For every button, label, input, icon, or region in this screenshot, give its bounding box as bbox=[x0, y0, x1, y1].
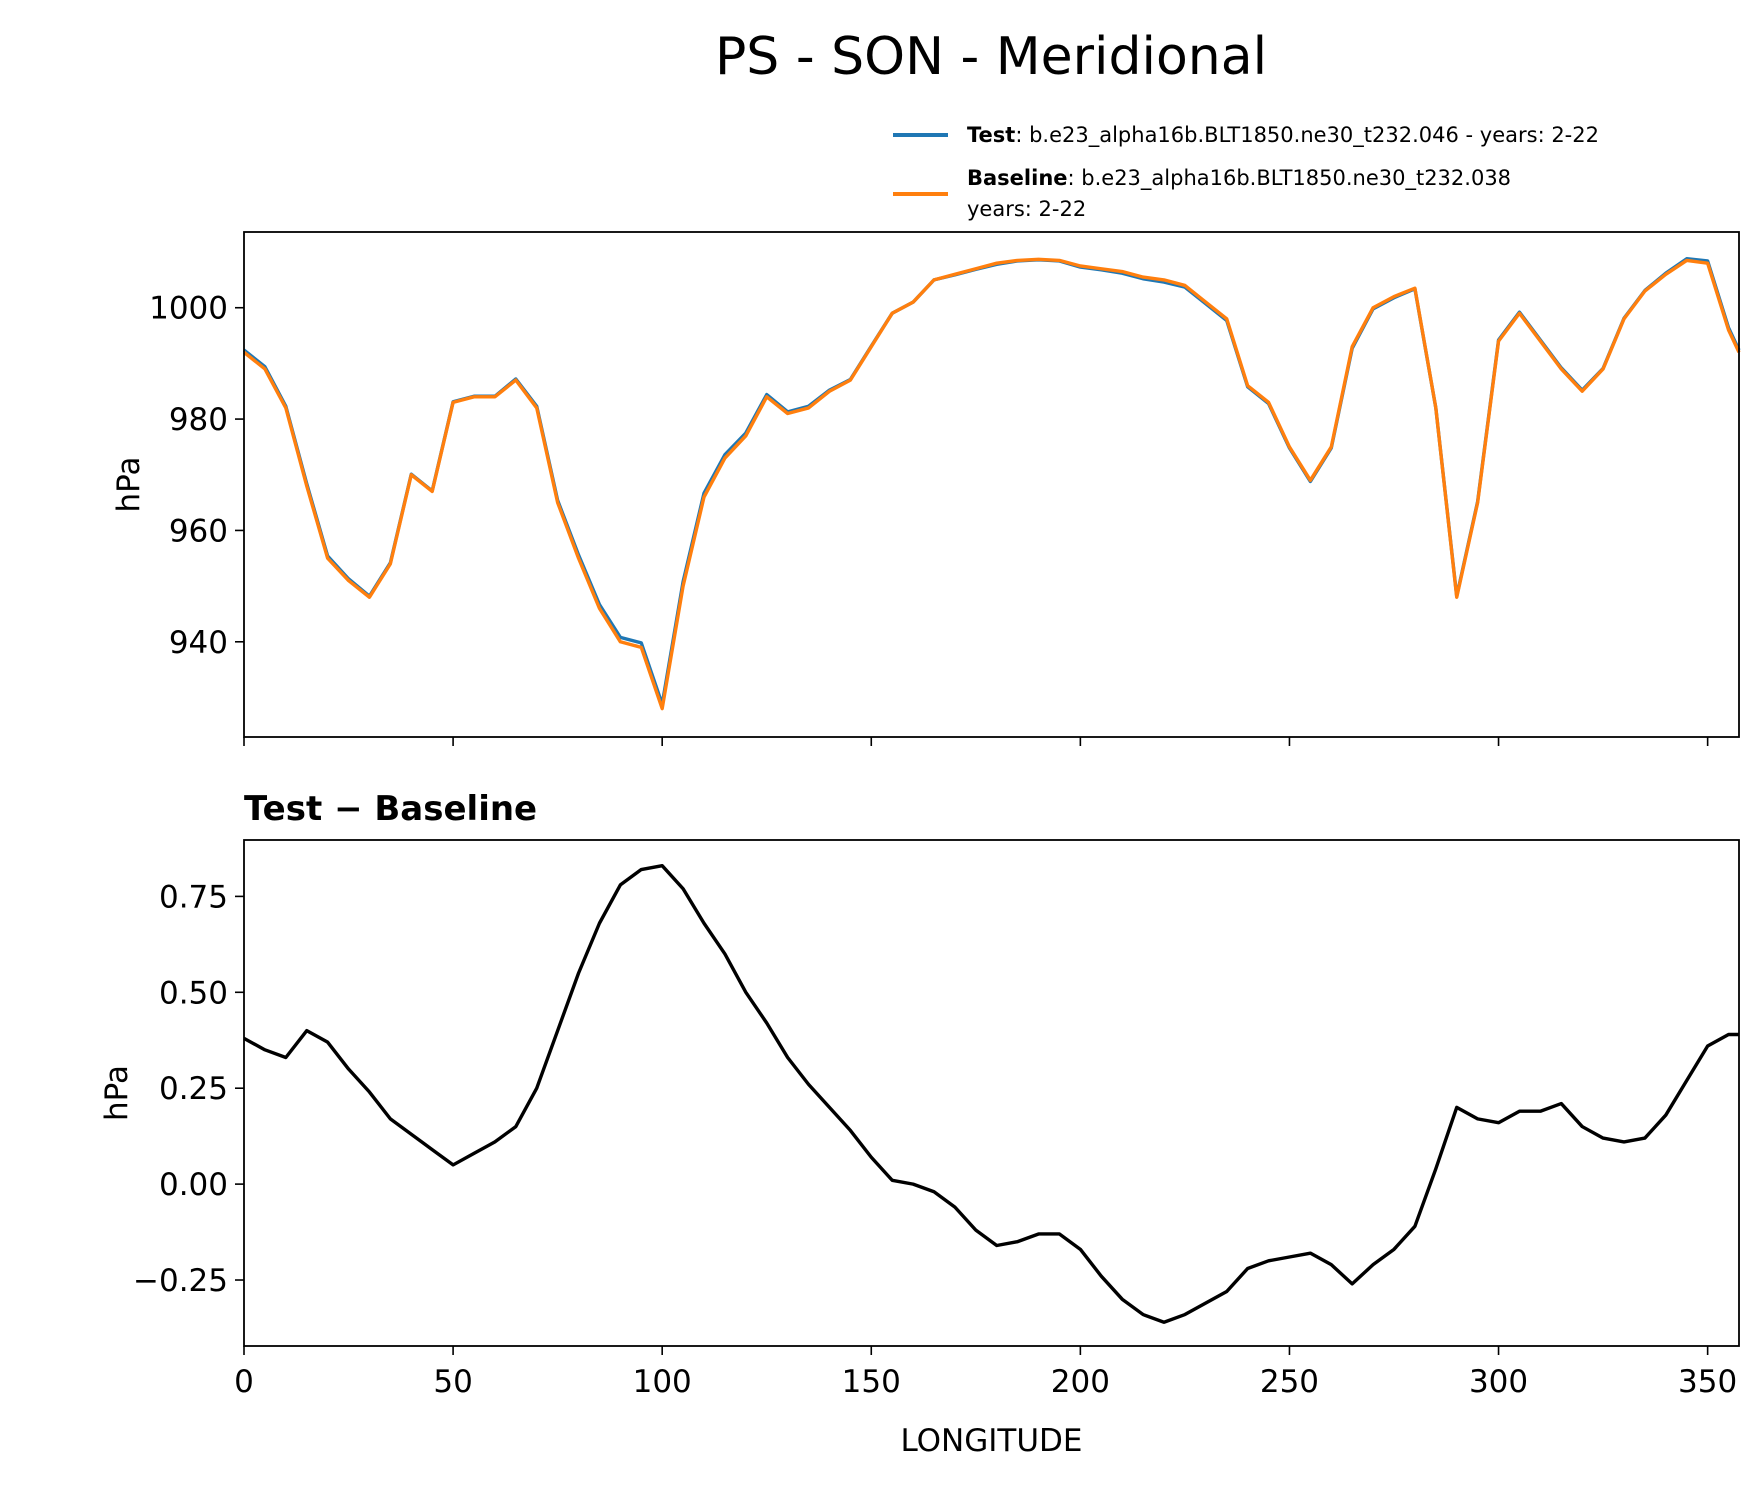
y-tick-label: 940 bbox=[169, 625, 228, 661]
x-tick-label: 350 bbox=[1678, 1364, 1737, 1400]
y-tick-label: 0.50 bbox=[159, 975, 228, 1011]
x-tick-label: 0 bbox=[234, 1364, 254, 1400]
y-tick-label: 1000 bbox=[149, 291, 228, 327]
axes-frame bbox=[243, 231, 1740, 738]
legend-label: years: 2-22 bbox=[967, 197, 1086, 221]
x-tick-label: 150 bbox=[842, 1364, 901, 1400]
figure-title: PS - SON - Meridional bbox=[715, 27, 1267, 87]
x-tick-label: 50 bbox=[433, 1364, 472, 1400]
y-tick-label: 0.00 bbox=[159, 1167, 228, 1203]
legend-entry: Baseline: b.e23_alpha16b.BLT1850.ne30_t2… bbox=[967, 166, 1511, 191]
legend-name: Test bbox=[967, 123, 1015, 147]
series-line bbox=[242, 257, 1741, 711]
axes-title: Test − Baseline bbox=[244, 789, 537, 829]
legend-entry: Test: b.e23_alpha16b.BLT1850.ne30_t232.0… bbox=[967, 123, 1599, 148]
y-tick-label: 0.25 bbox=[159, 1071, 228, 1107]
y-axis-label: hPa bbox=[99, 1065, 135, 1121]
y-tick-label: 0.75 bbox=[159, 879, 228, 915]
y-tick-label: 980 bbox=[169, 402, 228, 438]
legend-label: : b.e23_alpha16b.BLT1850.ne30_t232.046 -… bbox=[1015, 123, 1599, 148]
legend-entry: years: 2-22 bbox=[967, 197, 1086, 221]
difference-line bbox=[243, 864, 1739, 1324]
x-tick-label: 300 bbox=[1469, 1364, 1528, 1400]
y-tick-label: 960 bbox=[169, 513, 228, 549]
legend-label: : b.e23_alpha16b.BLT1850.ne30_t232.038 bbox=[1068, 166, 1512, 191]
legend-name: Baseline bbox=[967, 166, 1068, 190]
x-tick-label: 200 bbox=[1051, 1364, 1110, 1400]
y-axis-label: hPa bbox=[111, 457, 147, 513]
x-tick-label: 250 bbox=[1260, 1364, 1319, 1400]
y-tick-label: −0.25 bbox=[133, 1263, 228, 1299]
axes-frame bbox=[243, 839, 1740, 1347]
x-axis-label: LONGITUDE bbox=[900, 1423, 1082, 1459]
x-tick-label: 100 bbox=[633, 1364, 692, 1400]
